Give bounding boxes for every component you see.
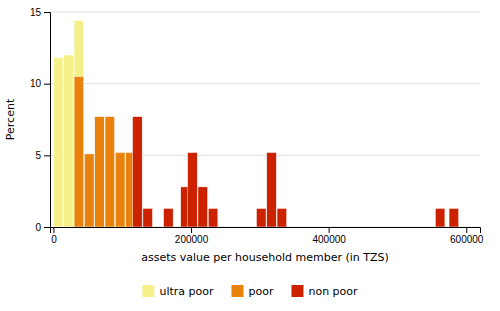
- tick-mark: [44, 155, 50, 156]
- legend: ultra poor poor non poor: [142, 285, 358, 298]
- tick-mark: [44, 12, 50, 13]
- tick-mark: [53, 227, 54, 233]
- bar: [164, 208, 174, 227]
- x-axis-title: assets value per household member (in TZ…: [141, 251, 389, 264]
- tick: 400000: [312, 227, 346, 245]
- bar: [133, 117, 143, 227]
- legend-label: ultra poor: [159, 285, 214, 298]
- series: [74, 77, 135, 228]
- bar: [188, 152, 198, 227]
- grid: [50, 12, 480, 227]
- legend-item: non poor: [291, 285, 358, 298]
- bar: [53, 58, 63, 227]
- axis-line: [44, 13, 51, 228]
- bar: [208, 208, 218, 227]
- tick-mark: [44, 84, 50, 85]
- tick-label: 15: [30, 7, 42, 18]
- axis-line: [51, 228, 481, 234]
- tick: 0: [51, 227, 57, 245]
- tick-mark: [466, 227, 467, 233]
- bar: [143, 208, 153, 227]
- tick-label: 10: [30, 78, 42, 89]
- bar: [64, 55, 74, 227]
- legend-item: ultra poor: [142, 285, 214, 298]
- bar: [95, 117, 105, 227]
- bar: [84, 154, 94, 227]
- series: [133, 117, 459, 227]
- tick: 10: [30, 78, 50, 89]
- plot-area: [53, 21, 458, 227]
- x-axis: 0 200000 400000 600000: [51, 227, 484, 245]
- tick: 200000: [175, 227, 209, 245]
- bar: [74, 77, 84, 228]
- chart: 0 200000 400000 600000 0 5 10 15 assets value pe…: [0, 0, 500, 311]
- series: [53, 21, 83, 227]
- legend-label: poor: [248, 285, 273, 298]
- legend-item: poor: [231, 285, 273, 298]
- tick: 0: [35, 222, 50, 233]
- tick-label: 0: [51, 234, 57, 245]
- tick: 15: [30, 7, 50, 18]
- legend-label: non poor: [308, 285, 358, 298]
- tick-label: 5: [35, 150, 41, 161]
- y-axis: 0 5 10 15: [30, 7, 51, 233]
- tick-label: 400000: [312, 234, 346, 245]
- tick-label: 600000: [450, 234, 484, 245]
- bar: [74, 21, 84, 227]
- bar: [277, 208, 287, 227]
- legend-swatch: [142, 285, 154, 297]
- tick-label: 0: [35, 222, 41, 233]
- tick-mark: [44, 227, 50, 228]
- tick: 5: [35, 150, 50, 161]
- tick-mark: [191, 227, 192, 233]
- bar: [449, 208, 459, 227]
- tick-mark: [329, 227, 330, 233]
- bar: [256, 208, 266, 227]
- legend-swatch: [291, 285, 303, 297]
- bar: [105, 117, 115, 227]
- y-axis-title: Percent: [4, 98, 17, 140]
- bar: [267, 152, 277, 227]
- grid-line: [50, 12, 480, 13]
- tick-label: 200000: [175, 234, 209, 245]
- grid-line: [50, 83, 480, 84]
- bar: [115, 152, 125, 227]
- tick: 600000: [450, 227, 484, 245]
- bar: [198, 187, 208, 227]
- bar: [435, 208, 445, 227]
- legend-swatch: [231, 285, 243, 297]
